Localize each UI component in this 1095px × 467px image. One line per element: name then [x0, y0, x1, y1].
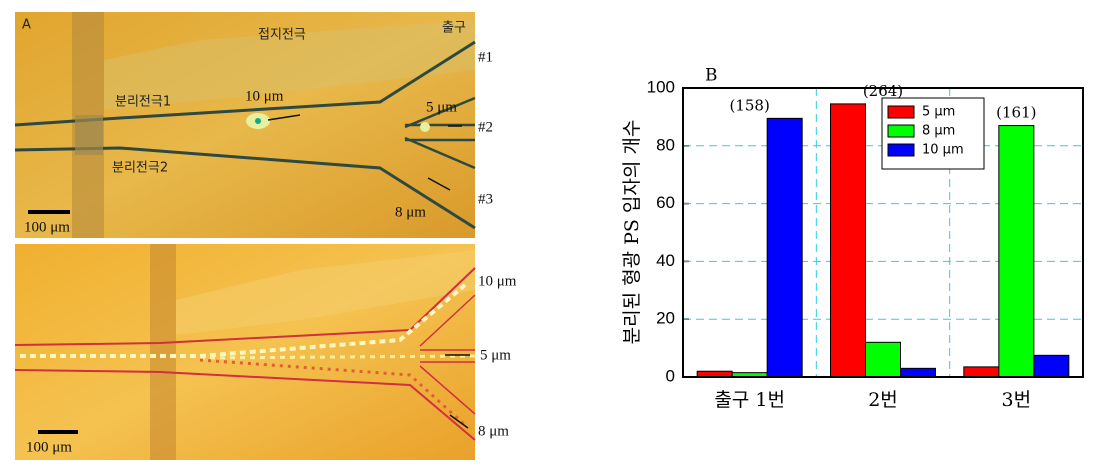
bar	[865, 341, 901, 378]
annotation: (161)	[996, 104, 1036, 122]
label: 10 μm	[478, 273, 517, 289]
y-tick-label: 80	[656, 135, 675, 154]
y-tick-label: 0	[666, 366, 675, 385]
bar	[963, 366, 1000, 378]
bar	[766, 117, 803, 378]
bar	[998, 125, 1035, 378]
label: 10 μm	[245, 88, 284, 104]
micrograph-bottom	[14, 244, 476, 460]
legend-label: 5 μm	[922, 105, 955, 120]
scale-label: 100 μm	[24, 219, 70, 235]
label: 출구	[442, 21, 466, 36]
label: 8 μm	[478, 423, 509, 439]
label: #2	[478, 119, 493, 135]
legend-swatch	[887, 105, 915, 119]
legend-label: 8 μm	[922, 124, 955, 139]
y-tick-label: 60	[656, 193, 675, 212]
label: 8 μm	[395, 204, 426, 220]
y-tick-label: 20	[656, 309, 675, 328]
x-tick-label: 3번	[1002, 389, 1032, 411]
panel-label: B	[705, 66, 718, 86]
x-tick-label: 출구 1번	[714, 389, 785, 411]
bar	[900, 367, 936, 378]
label: #3	[478, 191, 493, 207]
y-tick-label: 40	[656, 251, 675, 270]
label: 5 μm	[426, 99, 457, 115]
label: 접지전극	[258, 28, 306, 43]
label: 분리전극1	[115, 95, 171, 110]
y-tick-label: 100	[647, 77, 675, 96]
legend-swatch	[887, 124, 915, 138]
bar	[1033, 354, 1070, 378]
annotation: (264)	[863, 82, 903, 100]
y-axis-label: 분리된 형광 PS 입자의 개수	[621, 120, 643, 345]
legend-swatch	[887, 143, 915, 157]
label: 5 μm	[480, 347, 511, 363]
label: #1	[478, 49, 493, 65]
bar	[830, 103, 866, 378]
scale-label: 100 μm	[26, 439, 72, 455]
panel-label: A	[22, 18, 31, 33]
label: 분리전극2	[112, 161, 168, 176]
axes-frame	[682, 87, 1084, 378]
micrograph-top	[14, 12, 476, 238]
x-tick-label: 2번	[868, 389, 898, 411]
legend-label: 10 μm	[922, 143, 964, 158]
annotation: (158)	[729, 96, 769, 114]
